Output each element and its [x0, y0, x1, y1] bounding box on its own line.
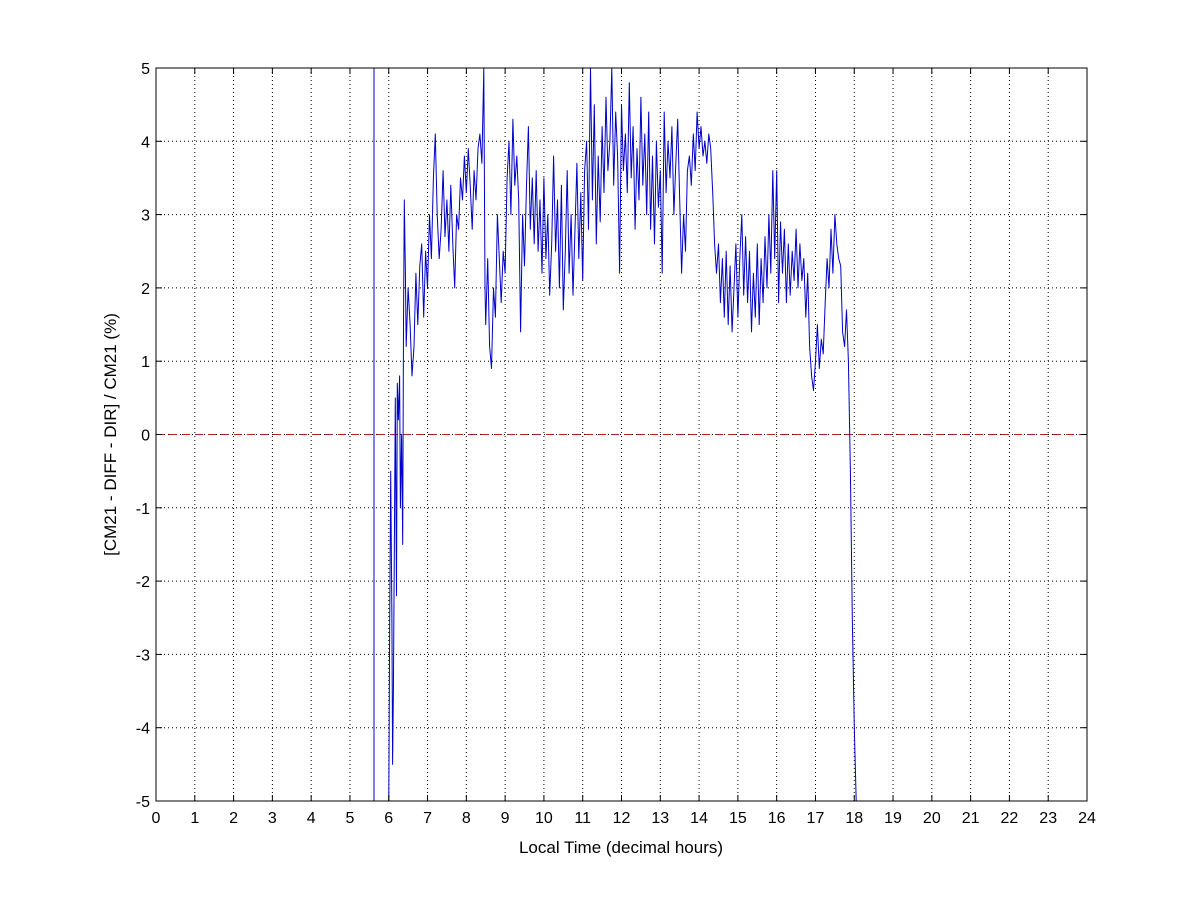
x-tick-label: 8 [462, 810, 471, 827]
x-tick-label: 17 [807, 810, 825, 827]
y-tick-label: 2 [141, 281, 150, 298]
x-tick-label: 14 [690, 810, 708, 827]
x-tick-label: 15 [729, 810, 747, 827]
x-tick-label: 9 [501, 810, 510, 827]
y-tick-label: 1 [141, 354, 150, 371]
x-axis-label: Local Time (decimal hours) [519, 838, 723, 857]
x-tick-label: 13 [651, 810, 669, 827]
series-layer [373, 67, 857, 802]
y-tick-label: -1 [136, 501, 150, 518]
series-line-0 [373, 67, 857, 802]
y-tick-label: -4 [136, 721, 150, 738]
plot-background [156, 68, 1087, 801]
x-tick-label: 6 [384, 810, 393, 827]
tick-marks [155, 67, 1088, 802]
x-tick-label: 4 [307, 810, 316, 827]
x-tick-label: 11 [574, 810, 591, 827]
x-tick-label: 18 [845, 810, 863, 827]
x-tick-label: 0 [152, 810, 161, 827]
y-tick-label: -2 [136, 574, 150, 591]
x-tick-label: 2 [229, 810, 238, 827]
x-tick-label: 23 [1039, 810, 1057, 827]
x-tick-label: 24 [1078, 810, 1096, 827]
x-tick-label: 16 [768, 810, 786, 827]
x-tick-label: 22 [1001, 810, 1019, 827]
x-tick-label: 10 [535, 810, 553, 827]
x-tick-label: 20 [923, 810, 941, 827]
y-tick-label: 4 [141, 134, 150, 151]
x-tick-label: 19 [884, 810, 902, 827]
x-tick-label: 12 [613, 810, 631, 827]
x-tick-labels: 0 1 2 3 4 5 6 7 8 9 10 11 12 13 14 15 16 17 18 19 20 21 22 23 24 [152, 810, 1096, 827]
x-tick-label: 3 [268, 810, 277, 827]
y-tick-label: -5 [136, 794, 150, 811]
x-tick-label: 1 [190, 810, 199, 827]
y-tick-label: 0 [141, 428, 150, 445]
y-axis-label: [CM21 - DIFF - DIR] / CM21 (%) [101, 313, 120, 556]
x-tick-label: 21 [962, 810, 980, 827]
y-tick-labels: 5 4 3 2 1 0 -1 -2 -3 -4 -5 [136, 61, 150, 811]
x-tick-label: 5 [346, 810, 355, 827]
y-tick-label: 5 [141, 61, 150, 78]
y-tick-label: 3 [141, 208, 150, 225]
y-tick-label: -3 [136, 647, 150, 664]
x-tick-label: 7 [423, 810, 432, 827]
